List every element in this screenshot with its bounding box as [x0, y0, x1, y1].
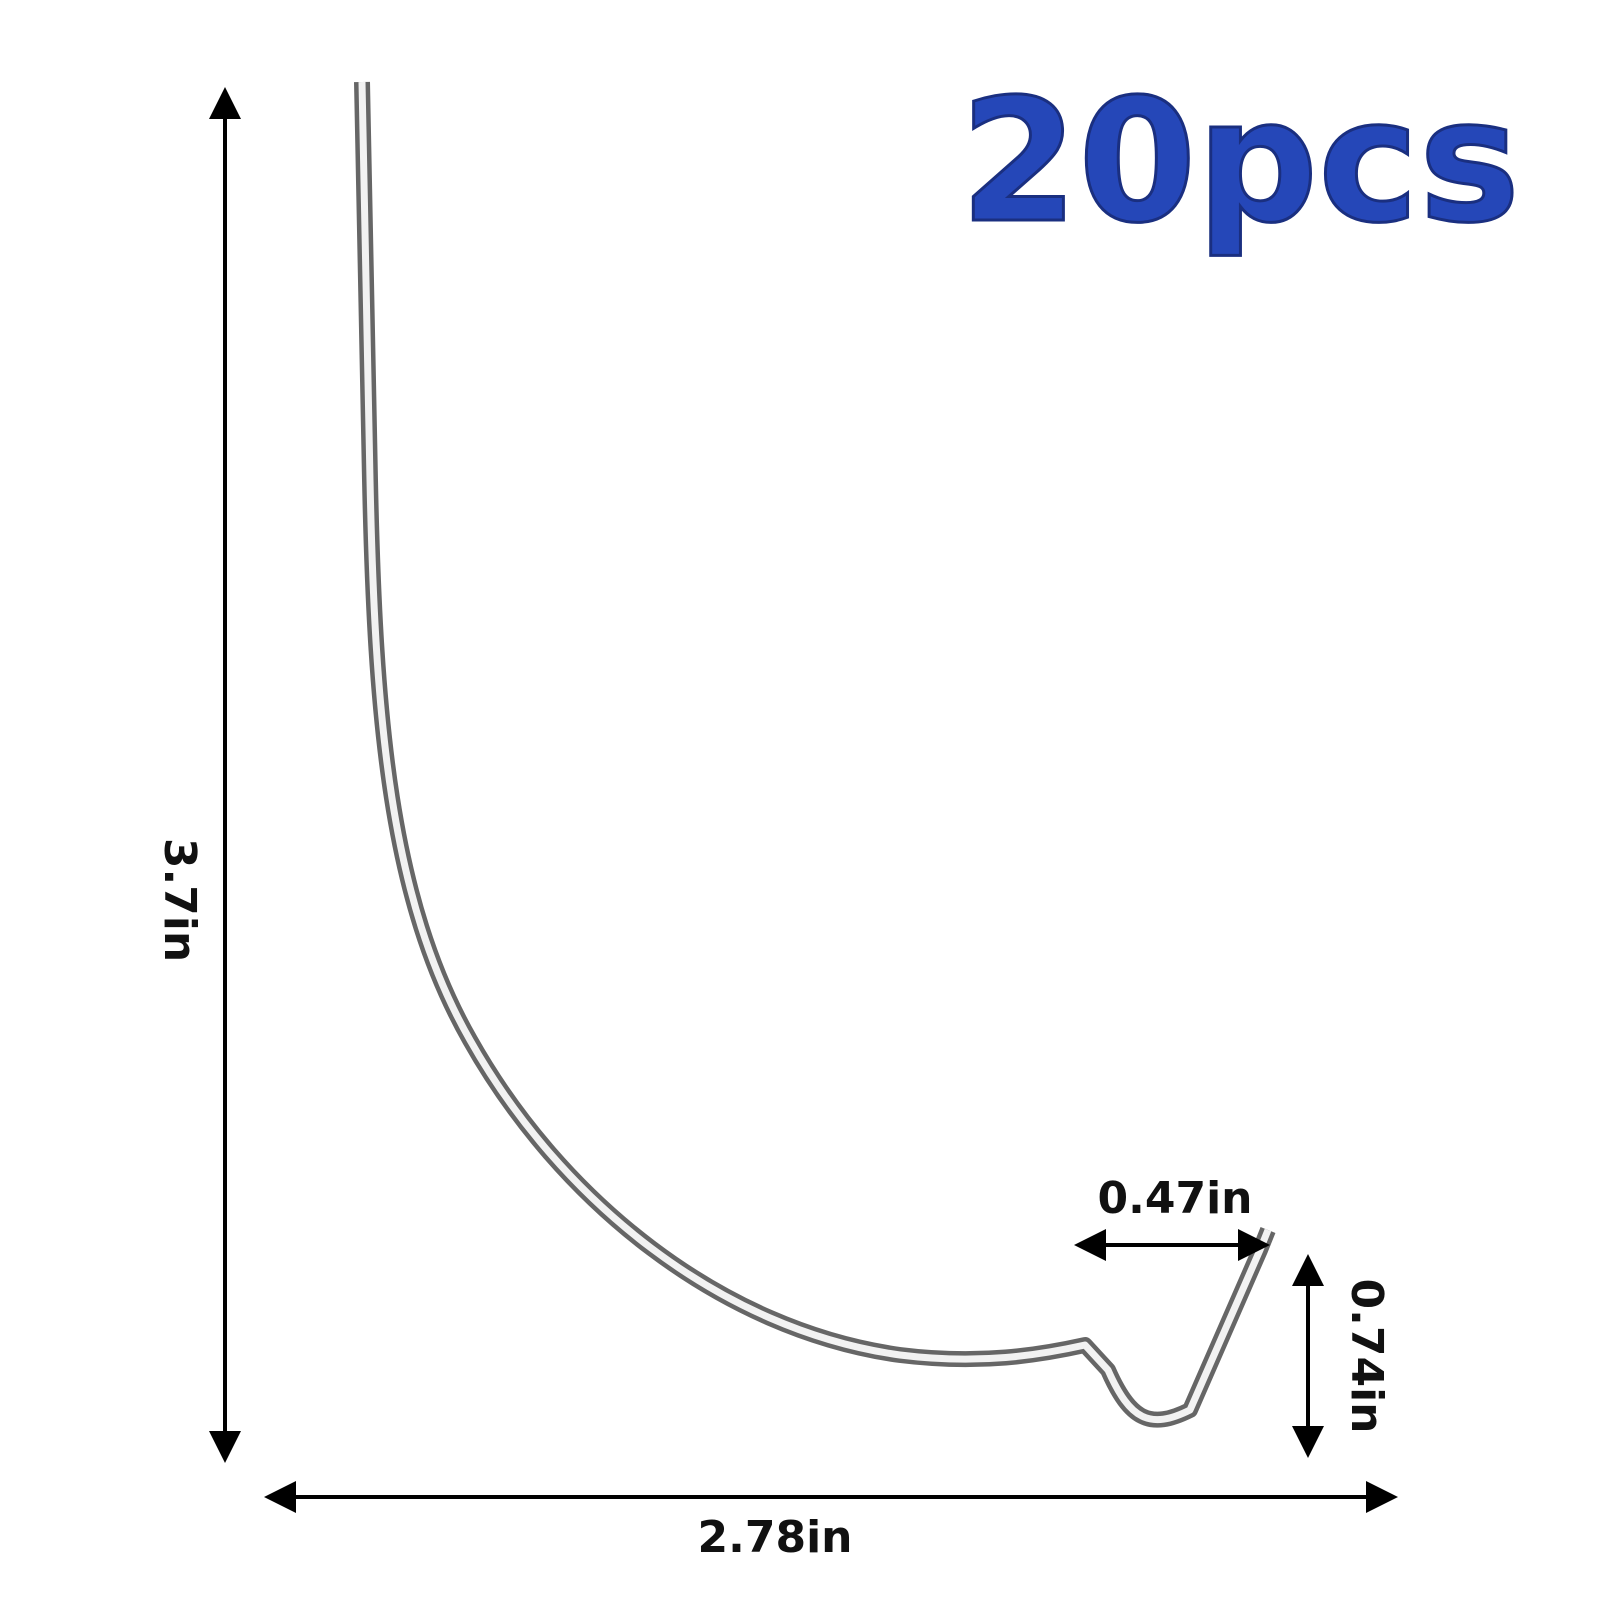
height-label: 3.7in [154, 838, 205, 962]
hook-width-label: 0.47in [1098, 1173, 1253, 1224]
badge: 20pcs [960, 63, 1520, 261]
wire-hook [358, 81, 1272, 1424]
width-label: 2.78in [698, 1512, 853, 1563]
hook-height-label: 0.74in [1341, 1279, 1392, 1434]
